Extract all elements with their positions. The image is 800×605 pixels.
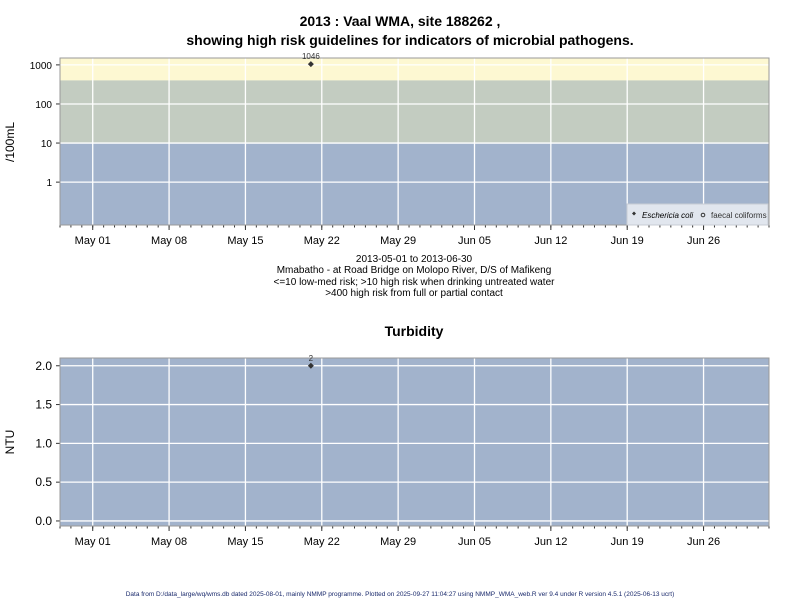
y-axis-label-bottom: NTU xyxy=(3,430,17,455)
data-point xyxy=(307,61,314,68)
y-tick-label: 100 xyxy=(35,100,52,111)
x-tick-label: Jun 12 xyxy=(534,235,567,247)
plot-background xyxy=(60,358,769,526)
x-tick-label: May 29 xyxy=(380,235,416,247)
x-tick-label: Jun 26 xyxy=(687,536,720,548)
x-tick-label: May 15 xyxy=(227,536,263,548)
x-tick-label: May 08 xyxy=(151,536,187,548)
x-tick-label: Jun 05 xyxy=(458,235,491,247)
x-tick-label: May 22 xyxy=(304,235,340,247)
legend-label-faecal: faecal coliforms xyxy=(711,211,767,220)
caption-1: 2013-05-01 to 2013-06-30 xyxy=(356,254,473,265)
y-tick-label: 0.5 xyxy=(35,475,52,489)
x-tick-label: Jun 19 xyxy=(611,235,644,247)
legend-label-ecoli: Eschericia coli xyxy=(642,211,693,220)
plot-frame xyxy=(59,57,770,226)
legend-box xyxy=(626,203,769,226)
footer-note: Data from D:/data_large/wq/wms.db dated … xyxy=(126,591,675,598)
y-axis-label-top: /100mL xyxy=(3,122,17,162)
x-tick-label: May 22 xyxy=(304,536,340,548)
x-tick-label: May 15 xyxy=(227,235,263,247)
data-label: 2 xyxy=(309,354,314,363)
y-tick-label: 0.0 xyxy=(35,514,52,528)
x-tick-label: Jun 05 xyxy=(458,536,491,548)
caption-3: <=10 low-med risk; >10 high risk when dr… xyxy=(274,277,556,288)
risk-band xyxy=(60,80,769,144)
legend: Eschericia coli faecal coliforms xyxy=(626,203,769,226)
x-tick-label: Jun 19 xyxy=(611,536,644,548)
caption-2: Mmabatho - at Road Bridge on Molopo Rive… xyxy=(277,265,552,276)
y-tick-label: 1000 xyxy=(30,61,53,72)
y-tick-label: 1.5 xyxy=(35,398,52,412)
x-tick-label: May 29 xyxy=(380,536,416,548)
x-tick-label: May 01 xyxy=(75,235,111,247)
legend-marker-faecal xyxy=(700,212,706,218)
x-tick-label: May 01 xyxy=(75,536,111,548)
data-point xyxy=(307,362,314,369)
y-tick-label: 1 xyxy=(46,178,52,189)
turbidity-title: Turbidity xyxy=(385,323,444,339)
data-label: 1046 xyxy=(302,52,320,61)
legend-marker-ecoli xyxy=(632,211,636,216)
chart-title: 2013 : Vaal WMA, site 188262 , xyxy=(300,13,501,29)
y-tick-label: 1.0 xyxy=(35,436,52,450)
y-tick-label: 10 xyxy=(41,139,53,150)
x-tick-label: Jun 26 xyxy=(687,235,720,247)
x-tick-label: Jun 12 xyxy=(534,536,567,548)
caption-4: >400 high risk from full or partial cont… xyxy=(325,288,503,299)
risk-band xyxy=(60,58,769,81)
x-tick-label: May 08 xyxy=(151,235,187,247)
plot-frame xyxy=(59,357,770,527)
y-tick-label: 2.0 xyxy=(35,359,52,373)
chart-subtitle: showing high risk guidelines for indicat… xyxy=(186,32,633,48)
